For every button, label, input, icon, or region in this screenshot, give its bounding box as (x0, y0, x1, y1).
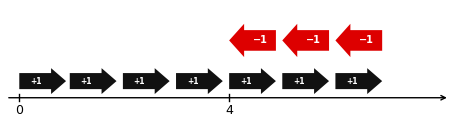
Polygon shape (70, 68, 116, 94)
Polygon shape (176, 68, 223, 94)
Text: −1: −1 (253, 35, 268, 45)
Text: 4: 4 (225, 104, 233, 117)
Text: 0: 0 (15, 104, 23, 117)
Text: +1: +1 (240, 77, 251, 86)
Text: +1: +1 (134, 77, 145, 86)
Text: +1: +1 (187, 77, 198, 86)
Polygon shape (123, 68, 170, 94)
Polygon shape (282, 24, 329, 57)
Text: +1: +1 (81, 77, 92, 86)
Polygon shape (282, 68, 329, 94)
Polygon shape (229, 24, 276, 57)
Text: −1: −1 (306, 35, 321, 45)
Text: +1: +1 (346, 77, 358, 86)
Text: +1: +1 (30, 77, 42, 86)
Polygon shape (19, 68, 66, 94)
Polygon shape (229, 68, 276, 94)
Text: −1: −1 (360, 35, 374, 45)
Polygon shape (335, 68, 382, 94)
Text: +1: +1 (293, 77, 304, 86)
Polygon shape (335, 24, 382, 57)
